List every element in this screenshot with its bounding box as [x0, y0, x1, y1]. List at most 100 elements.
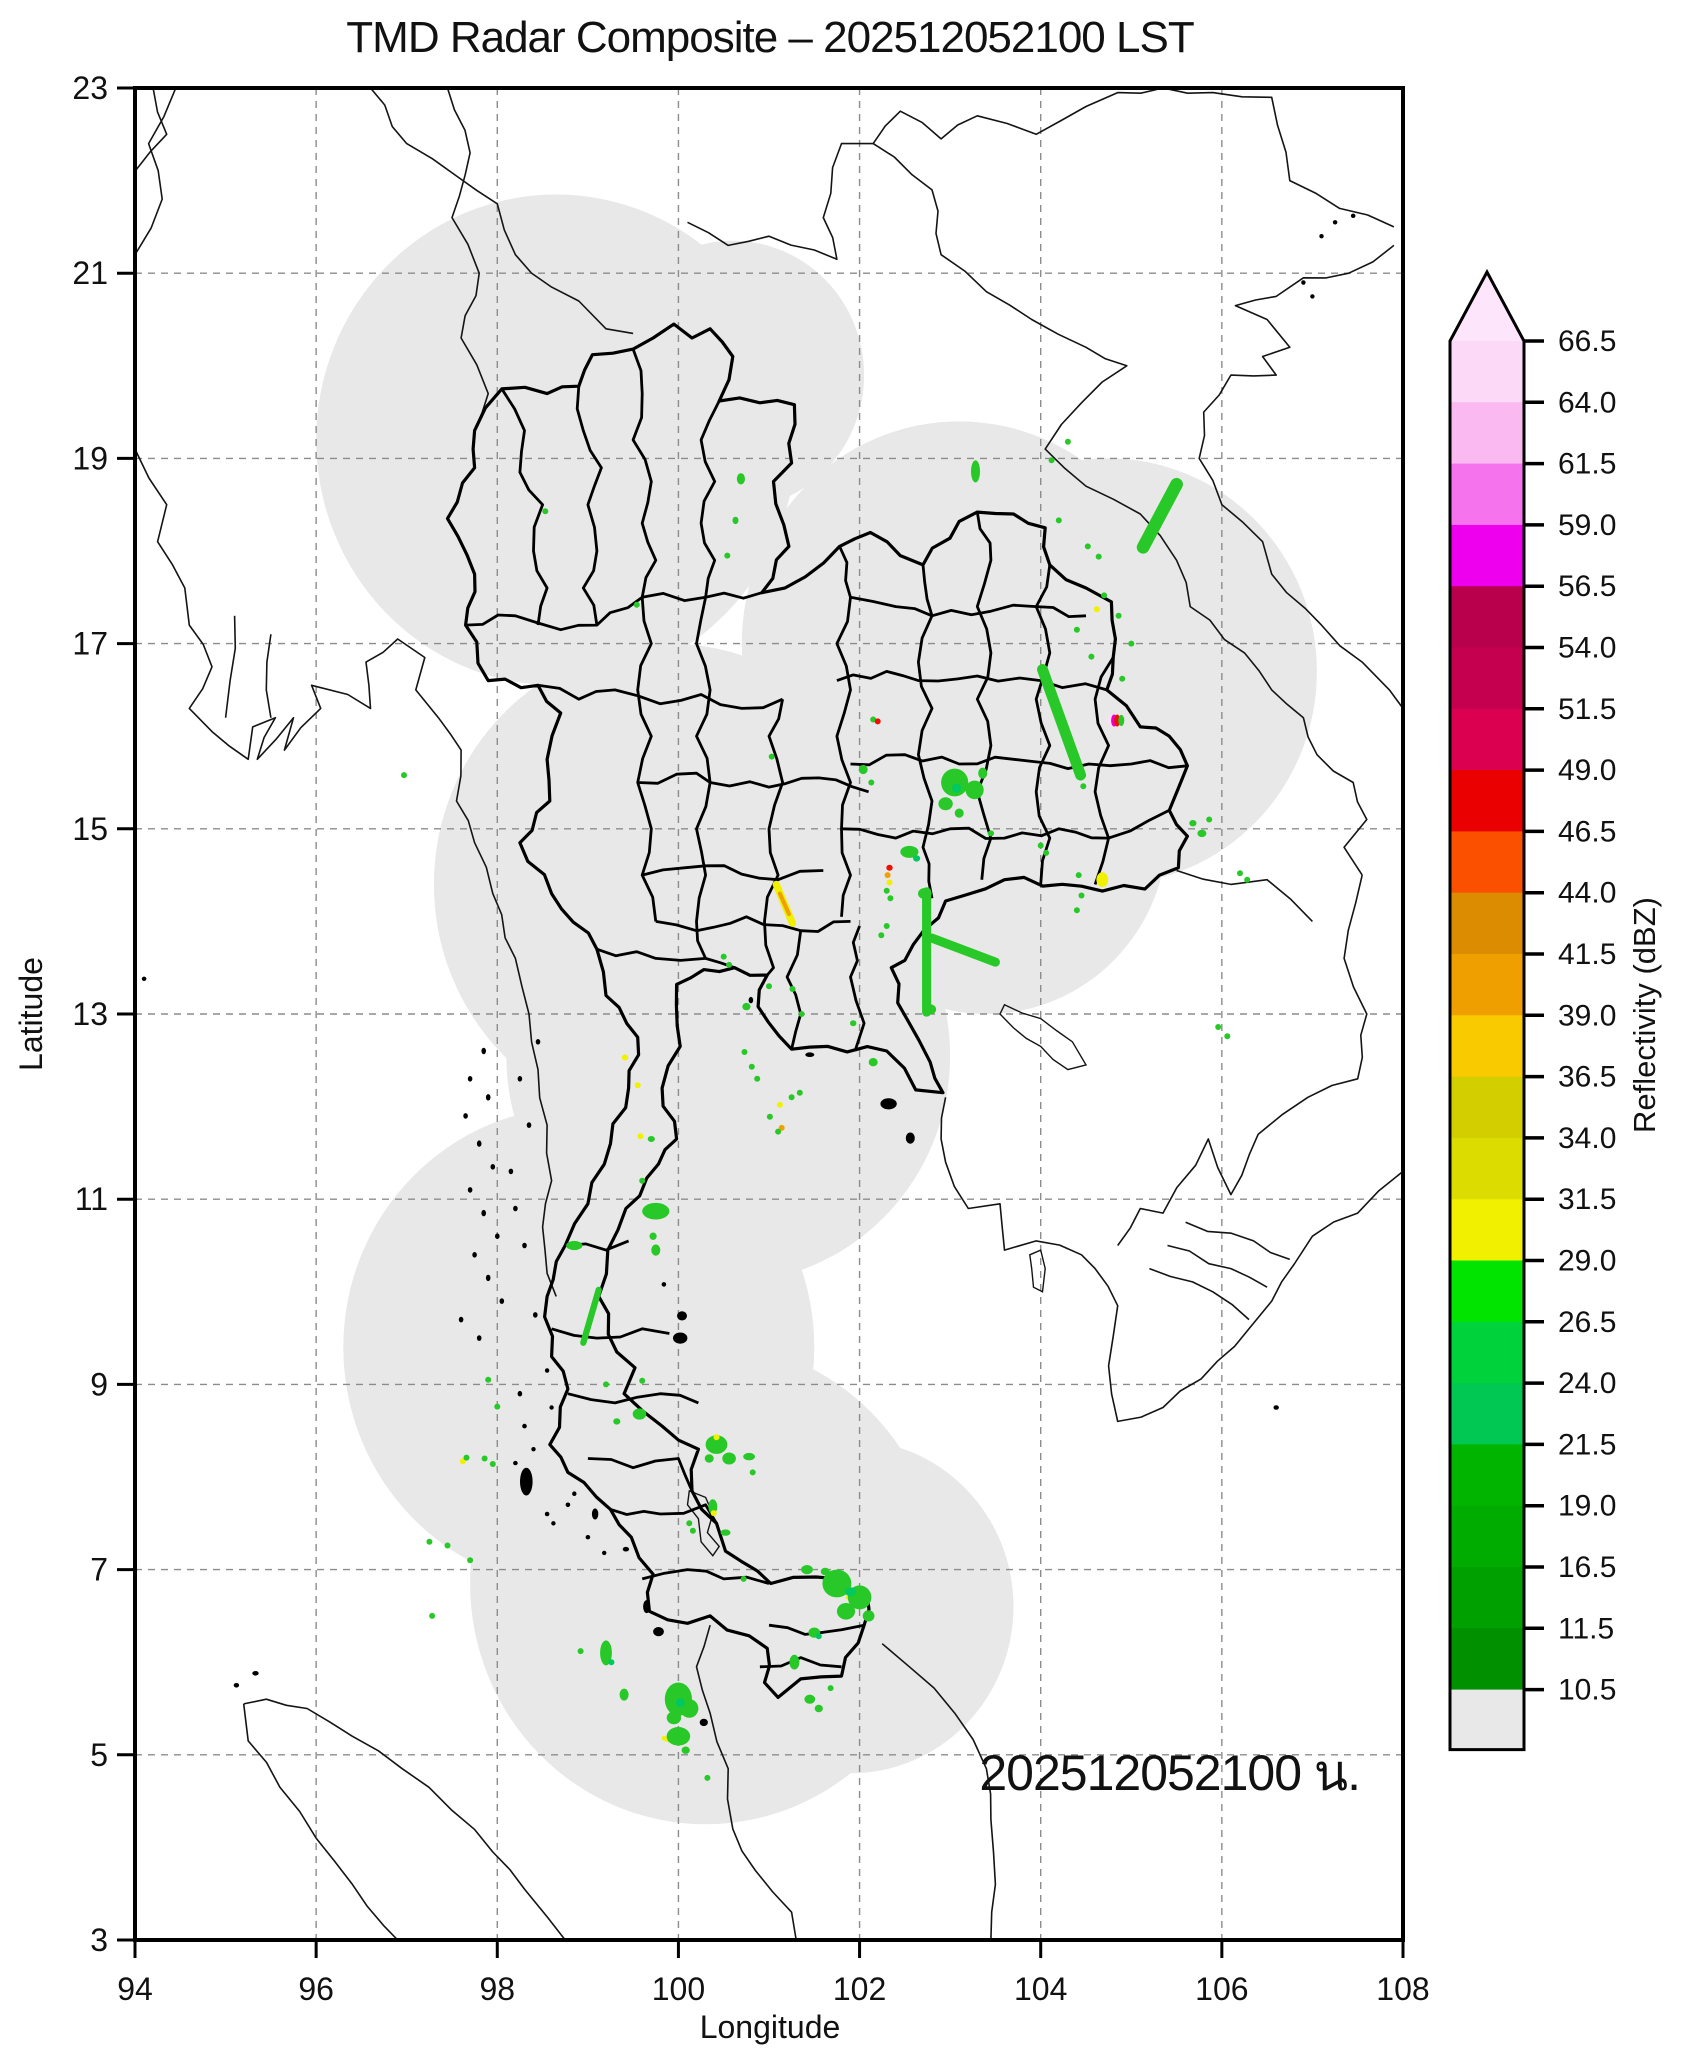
colorbar-segment — [1450, 1076, 1524, 1139]
radar-echo — [804, 1694, 816, 1704]
province-border — [850, 753, 1188, 770]
timestamp-annotation: 202512052100 น. — [979, 1745, 1360, 1801]
radar-echo — [776, 1101, 783, 1108]
radar-echo — [401, 772, 407, 779]
x-axis-tick-label: 108 — [1376, 1971, 1429, 2007]
radar-echo — [924, 1004, 937, 1015]
map-plot-area — [135, 88, 1403, 1940]
radar-echo — [900, 845, 919, 858]
radar-echo — [639, 1177, 646, 1184]
island — [1310, 294, 1315, 299]
radar-echo-streak — [1136, 477, 1183, 554]
country-coastline — [446, 88, 489, 431]
country-coastline — [940, 1097, 1403, 1423]
y-axis-label: Latitude — [13, 957, 49, 1071]
y-axis-tick-label: 5 — [90, 1737, 108, 1773]
island — [485, 1094, 491, 1101]
country-coastline — [135, 88, 168, 172]
country-coastline — [1162, 88, 1395, 228]
radar-echo — [1101, 592, 1108, 599]
island — [551, 1521, 556, 1526]
island — [585, 1535, 591, 1540]
x-axis-tick-label: 102 — [833, 1971, 886, 2007]
radar-echo — [789, 1654, 800, 1670]
radar-echo — [775, 1128, 782, 1135]
x-axis-label: Longitude — [700, 2009, 841, 2045]
radar-echo — [1237, 870, 1243, 877]
radar-echo — [883, 923, 890, 929]
colorbar-segment — [1450, 1567, 1524, 1629]
radar-echo — [613, 1418, 621, 1425]
radar-echo — [868, 1058, 878, 1067]
radar-echo — [713, 1434, 720, 1441]
province-border — [785, 930, 803, 1050]
island — [495, 1233, 500, 1239]
island — [602, 1550, 607, 1556]
radar-echo — [720, 953, 727, 960]
y-axis-tick-label: 17 — [72, 626, 108, 662]
province-border — [610, 1503, 718, 1525]
lake-outline — [999, 1003, 1088, 1071]
radar-echo — [801, 1565, 813, 1575]
colorbar-segment — [1450, 1260, 1524, 1323]
island — [572, 1491, 577, 1496]
radar-echo — [789, 986, 796, 992]
island — [1350, 213, 1356, 218]
country-coastline — [265, 634, 272, 718]
colorbar-segment — [1450, 586, 1524, 649]
island — [565, 1502, 571, 1508]
radar-echo — [754, 1075, 761, 1082]
gridline-layer — [135, 88, 1403, 1940]
radar-echo — [704, 1454, 714, 1463]
radar-echo — [965, 780, 984, 800]
province-border — [975, 511, 993, 880]
radar-echo — [815, 1633, 822, 1640]
colorbar-tick-label: 29.0 — [1558, 1245, 1616, 1278]
country-coastline — [881, 1643, 997, 1940]
colorbar-outline — [1448, 268, 1526, 1752]
island — [522, 1242, 527, 1249]
colorbar-segment — [1450, 1628, 1524, 1691]
radar-echo — [1096, 872, 1109, 888]
province-border — [575, 386, 603, 626]
radar-echo — [743, 1452, 755, 1461]
radar-echo — [740, 1575, 747, 1582]
radar-echo — [489, 1461, 496, 1467]
radar-echo — [1114, 714, 1121, 727]
radar-echo — [494, 1403, 501, 1410]
radar-echo — [766, 1113, 773, 1120]
province-border — [841, 809, 1170, 840]
colorbar-tick-label: 19.0 — [1558, 1490, 1616, 1523]
radar-echo-layer — [401, 438, 1251, 1781]
radar-echo — [1088, 653, 1095, 660]
radar-echo — [634, 1082, 641, 1089]
colorbar-segment — [1450, 1015, 1524, 1078]
island — [513, 1460, 518, 1466]
island — [472, 1252, 477, 1258]
island — [805, 1052, 815, 1057]
x-axis-tick-label: 94 — [117, 1971, 153, 2007]
colorbar-tick-label: 64.0 — [1558, 386, 1616, 419]
colorbar-tick-label: 11.5 — [1558, 1612, 1614, 1645]
radar-echo — [798, 1011, 805, 1017]
radar-echo — [621, 1054, 629, 1061]
province-border — [641, 864, 824, 882]
country-coastline — [242, 1703, 399, 1940]
radar-echo-streak — [1037, 664, 1087, 781]
island — [508, 1168, 514, 1175]
colorbar-segment — [1450, 1137, 1524, 1200]
radar-echo — [952, 783, 961, 793]
radar-echo — [868, 779, 875, 786]
radar-echo — [1080, 783, 1087, 790]
colorbar-tick-label: 59.0 — [1558, 509, 1616, 542]
colorbar-tick-label: 66.5 — [1558, 325, 1616, 358]
colorbar-axis-label: Reflectivity (dBZ) — [1627, 897, 1662, 1133]
island — [467, 1076, 473, 1082]
island — [141, 976, 147, 981]
radar-echo — [467, 1557, 474, 1564]
radar-echo — [1119, 675, 1126, 682]
radar-echo — [971, 460, 980, 483]
island — [591, 1508, 599, 1520]
province-border — [641, 1568, 770, 1585]
radar-echo — [603, 1381, 609, 1388]
